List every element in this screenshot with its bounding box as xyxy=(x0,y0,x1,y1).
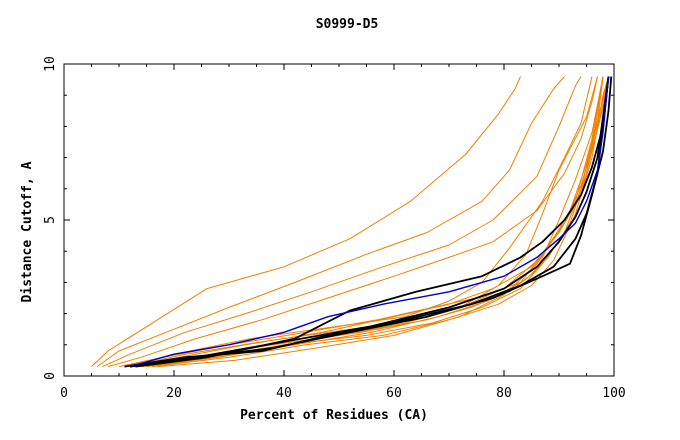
series-line-orange-10 xyxy=(151,76,609,368)
x-tick-label: 40 xyxy=(276,386,292,401)
y-axis-label: Distance Cutoff, A xyxy=(20,161,35,302)
series-line-orange-14 xyxy=(140,76,609,368)
y-tick-label: 0 xyxy=(43,372,58,380)
series-line-orange-13 xyxy=(129,76,609,368)
series-line-black-17 xyxy=(135,76,610,368)
x-axis-label: Percent of Residues (CA) xyxy=(240,408,428,423)
x-tick-label: 100 xyxy=(602,386,625,401)
x-tick-label: 60 xyxy=(386,386,402,401)
series-line-orange-2 xyxy=(96,76,565,368)
series-line-orange-1 xyxy=(91,76,521,367)
series-line-orange-7 xyxy=(135,76,604,368)
series-line-orange-11 xyxy=(157,76,604,368)
series-line-orange-3 xyxy=(102,76,582,368)
x-axis-ticks: 0 20 40 60 80 100 xyxy=(60,64,626,401)
x-tick-label: 20 xyxy=(166,386,182,401)
series-line-orange-4 xyxy=(107,76,598,368)
series-line-blue-19 xyxy=(129,76,610,368)
series-line-orange-5 xyxy=(124,76,593,368)
chart-title: S0999-D5 xyxy=(316,17,379,32)
y-tick-label: 5 xyxy=(43,216,58,224)
x-tick-label: 0 xyxy=(60,386,68,401)
series-layer xyxy=(91,76,613,368)
x-tick-label: 80 xyxy=(496,386,512,401)
series-line-black-16 xyxy=(129,76,610,368)
series-line-black-18 xyxy=(129,76,613,368)
y-tick-label: 10 xyxy=(43,56,58,72)
y-axis-ticks: 0 5 10 xyxy=(43,56,614,380)
